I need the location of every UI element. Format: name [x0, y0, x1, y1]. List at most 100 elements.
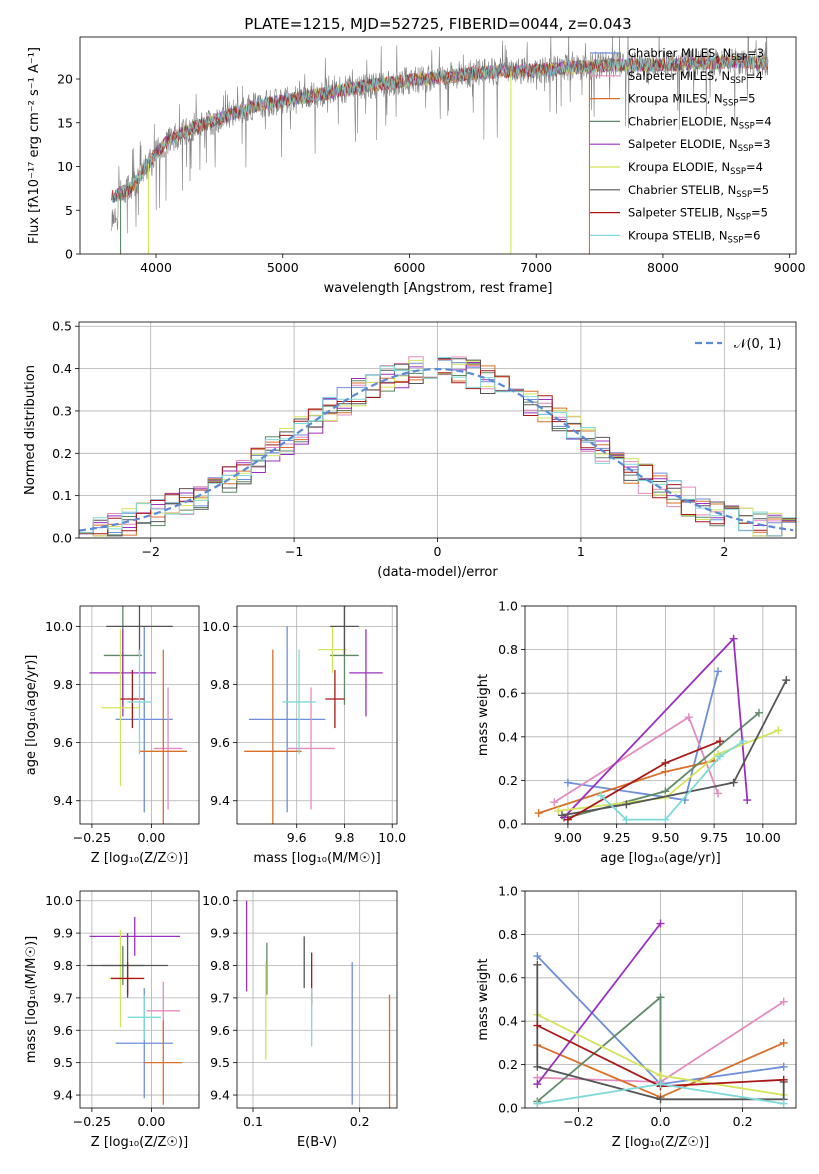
y-tick-label: 0.8	[498, 927, 518, 942]
x-tick-label: 5000	[267, 260, 299, 275]
series-marker	[714, 667, 723, 676]
x-tick-label: 8000	[647, 260, 679, 275]
legend-label-main: Kroupa ELODIE, N	[628, 160, 730, 174]
panel-age-vs-mass: 9.6 9.8 10.0 9.4 9.6 9.8 10.0 mass [log₁₀(M/M☉)…	[202, 605, 406, 866]
series-marker	[533, 960, 542, 969]
y-tick-label: 9.8	[210, 677, 230, 692]
series-marker	[597, 791, 606, 800]
y-tick-label: 10.0	[202, 893, 230, 908]
y-tick-label: 0.4	[498, 1014, 518, 1029]
axes-frame	[79, 890, 200, 1109]
data-layer	[111, 37, 769, 254]
series-marker	[661, 767, 670, 776]
y-tick-label: 0.8	[498, 642, 518, 657]
legend-label-tail: =4	[746, 160, 763, 174]
legend-label: Chabrier ELODIE, NSSP=4	[628, 114, 772, 131]
data-layer	[533, 919, 788, 1108]
x-tick-label: 9.00	[554, 830, 582, 845]
series-line	[561, 679, 788, 817]
legend-label-sub: SSP	[738, 144, 754, 154]
x-tick-label: 9.8	[335, 830, 355, 845]
y-tick-label: 20	[57, 72, 73, 87]
y-tick-label: 9.8	[210, 958, 230, 973]
series-marker	[563, 815, 572, 824]
legend-label-main: Kroupa STELIB, N	[628, 228, 728, 242]
y-tick-label: 9.4	[53, 793, 73, 808]
x-tick-label: 0.2	[350, 1114, 370, 1129]
y-tick-label: 0.2	[498, 773, 518, 788]
y-tick-label: 9.7	[53, 990, 73, 1005]
series-marker	[782, 676, 791, 685]
legend-label: Kroupa ELODIE, NSSP=4	[628, 160, 763, 177]
y-tick-label: 0.4	[498, 729, 518, 744]
legend-label: Kroupa STELIB, NSSP=6	[628, 228, 760, 245]
axes-frame	[79, 605, 200, 825]
legend-label-sub: SSP	[730, 76, 746, 86]
y-axis-label: mass [log₁₀(M/M☉)]	[24, 936, 39, 1063]
legend-label-sub: SSP	[736, 190, 752, 200]
y-tick-label: 0.6	[498, 970, 518, 985]
y-tick-label: 10.0	[45, 619, 73, 634]
x-tick-label: 6000	[394, 260, 426, 275]
legend-label-sub: SSP	[731, 53, 747, 63]
panel-mass-vs-z: −0.25 0.00 9.4 9.5 9.6 9.7 9.8 9.9 10.0 Z [log₁₀(…	[24, 890, 200, 1150]
x-tick-label: −1	[285, 544, 303, 559]
axes-frame	[524, 605, 797, 825]
y-tick-label: 0.5	[52, 319, 72, 334]
data-layer	[245, 900, 391, 1108]
legend-label-tail: =4	[746, 69, 763, 83]
y-tick-label: 1.0	[498, 599, 518, 614]
legend-label-tail: =4	[755, 114, 772, 128]
legend-label-tail: =6	[743, 228, 760, 242]
series-marker	[533, 1021, 542, 1030]
y-tick-label: 9.4	[53, 1088, 73, 1103]
y-tick-label: 9.6	[210, 735, 230, 750]
series-marker	[779, 1099, 788, 1108]
x-tick-label: 9.25	[603, 830, 631, 845]
panel-massweight-vs-z: −0.2 0.0 0.2 0.0 0.2 0.4 0.6 0.8 1.0 Z [log₁₀(Z/Z…	[476, 884, 797, 1150]
series-marker	[622, 800, 631, 809]
normal-reference-curve	[79, 367, 794, 532]
y-tick-label: 0.0	[52, 531, 72, 546]
series-line	[553, 715, 719, 803]
legend-label-tail: =3	[747, 46, 764, 60]
data-layer	[87, 916, 183, 1105]
series-marker	[656, 1095, 665, 1104]
series-marker	[656, 1071, 665, 1080]
panel-mass-vs-ebv: 0.1 0.2 9.4 9.5 9.6 9.7 9.8 9.9 10.0 E(B-V)	[202, 890, 398, 1150]
histogram-step-line	[79, 357, 796, 537]
x-tick-label: 2	[720, 544, 728, 559]
series-marker	[550, 798, 559, 807]
legend-label-tail: =5	[738, 92, 755, 106]
y-axis-label: age [log₁₀(age/yr)]	[24, 655, 39, 776]
x-tick-label: −0.2	[563, 1114, 593, 1129]
series-marker	[743, 796, 752, 805]
x-axis-label: Z [log₁₀(Z/Z☉)]	[91, 1135, 188, 1150]
model-fit-line	[111, 54, 769, 203]
series-marker	[714, 789, 723, 798]
y-tick-label: 10.0	[202, 619, 230, 634]
x-axis-label: (data-model)/error	[377, 565, 498, 580]
x-tick-label: 9000	[774, 260, 806, 275]
series-marker	[533, 1080, 542, 1089]
x-tick-label: 7000	[520, 260, 552, 275]
y-axis-label: Flux [fλ10⁻¹⁷ erg cm⁻² s⁻¹ A⁻¹]	[27, 47, 42, 244]
y-tick-label: 9.6	[210, 1023, 230, 1038]
legend-label-sub: SSP	[739, 121, 755, 131]
y-axis-label: mass weight	[476, 674, 491, 756]
x-tick-label: 1	[577, 544, 585, 559]
series-marker	[779, 1062, 788, 1071]
series-marker	[779, 1075, 788, 1084]
legend-label: Chabrier MILES, NSSP=3	[628, 46, 764, 63]
series-marker	[533, 1062, 542, 1071]
series-marker	[533, 1099, 542, 1108]
y-tick-label: 0.2	[52, 446, 72, 461]
legend-label-main: Chabrier MILES, N	[628, 46, 731, 60]
series-marker	[656, 993, 665, 1002]
series-marker	[715, 752, 724, 761]
y-tick-label: 0.4	[52, 361, 72, 376]
legend-label-sub: SSP	[735, 213, 751, 223]
x-axis-label: Z [log₁₀(Z/Z☉)]	[612, 1135, 709, 1150]
series-marker	[622, 815, 631, 824]
